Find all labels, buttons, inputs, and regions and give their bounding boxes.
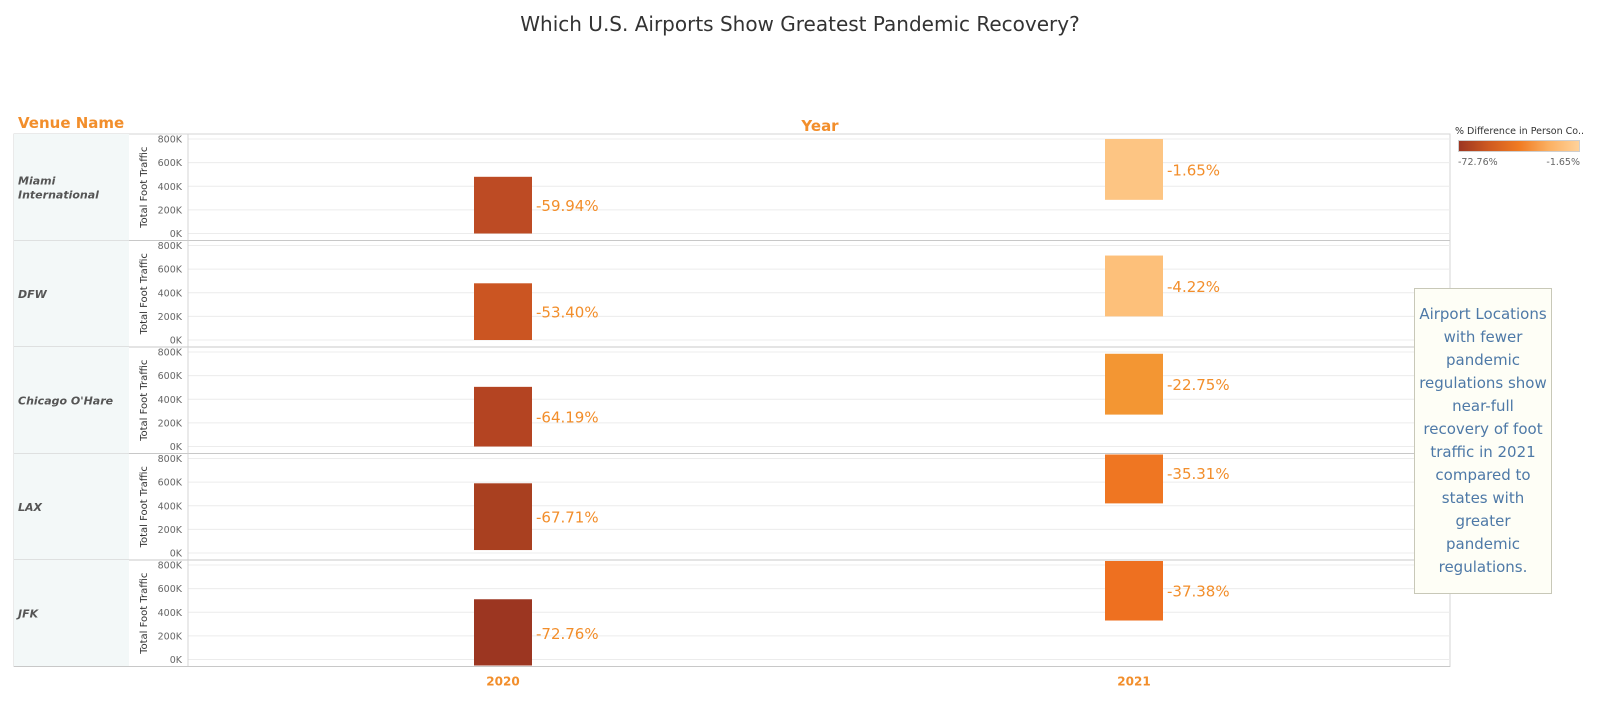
annotation-line: traffic in 2021 [1430,443,1536,461]
venue-cell [14,134,129,241]
bar-label: -4.22% [1167,278,1220,296]
row-lax: LAX Total Foot Traffic 0K 200K 400K 600K 800K -… [14,453,1450,561]
y-tick-label: 200K [158,525,183,536]
venue-name: LAX [18,501,43,514]
y-tick-label: 400K [158,608,183,619]
bar-label: -64.19% [536,409,599,427]
y-tick-label: 800K [158,454,183,465]
bar-label: -72.76% [536,625,599,643]
annotation-line: regulations show [1419,374,1547,392]
bars [474,255,1163,340]
bar-label: -59.94% [536,197,599,215]
y-tick-label: 600K [158,265,183,276]
venue-name: International [18,188,99,201]
y-tick-label: 0K [170,229,183,240]
annotation-box: Airport Locations with fewer pandemic regul… [1414,288,1552,594]
y-tick-label: 600K [158,371,183,382]
bar-label: -35.31% [1167,465,1230,483]
row-dfw: DFW Total Foot Traffic 0K 200K 400K 600K 800K -… [14,240,1450,348]
y-tick-label: 200K [158,418,183,429]
y-tick-label: 800K [158,561,183,572]
bar-2020 [474,176,532,234]
x-tick-label: 2021 [1117,675,1150,689]
annotation-line: near-full [1452,397,1514,415]
y-tick-label: 0K [170,336,183,347]
bar-label: -1.65% [1167,161,1220,179]
y-tick-label: 400K [158,288,183,299]
y-tick-label: 200K [158,205,183,216]
y-tick-label: 600K [158,478,183,489]
y-tick-label: 800K [158,135,183,146]
bar-label: -67.71% [536,509,599,527]
bar-2021 [1105,454,1163,504]
y-tick-label: 400K [158,182,183,193]
year-header: Year [801,117,839,135]
bar-2020 [474,599,532,666]
y-axis-label: Total Foot Traffic [139,573,150,655]
bar-label: -37.38% [1167,582,1230,600]
bars [474,139,1163,234]
legend-min-label: -72.76% [1458,157,1498,168]
bar-2021 [1105,255,1163,317]
venue-name-header: Venue Name [18,114,125,132]
venue-name: DFW [18,288,48,301]
bar-label: -53.40% [536,304,599,322]
annotation-line: regulations. [1438,558,1528,576]
venue-cell [14,240,129,347]
y-tick-label: 400K [158,501,183,512]
y-axis-label: Total Foot Traffic [139,147,150,229]
y-tick-label: 600K [158,584,183,595]
bar-label: -22.75% [1167,376,1230,394]
venue-cell [14,347,129,454]
y-tick-label: 200K [158,312,183,323]
venue-name: Chicago O'Hare [18,394,114,407]
y-tick-label: 200K [158,631,183,642]
y-tick-label: 0K [170,442,183,453]
y-tick-label: 0K [170,655,183,666]
row-chicago-o-hare: Chicago O'Hare Total Foot Traffic 0K 200K 40… [14,347,1450,454]
y-tick-label: 600K [158,158,183,169]
y-tick-label: 0K [170,549,183,560]
bars [474,353,1163,447]
legend-max-label: -1.65% [1546,157,1580,168]
y-tick-label: 400K [158,395,183,406]
venue-cell [14,560,129,667]
bar-2020 [474,483,532,551]
bar-2021 [1105,561,1163,621]
legend-color-ramp [1458,140,1580,152]
bar-2021 [1105,353,1163,415]
annotation-text: Airport Locations with fewer pandemic regul… [1417,303,1549,579]
bar-2020 [474,386,532,447]
y-tick-label: 800K [158,348,183,359]
y-axis-label: Total Foot Traffic [139,360,150,442]
chart-frame [13,133,1451,667]
bars [474,561,1163,666]
bars [474,454,1163,551]
y-axis-label: Total Foot Traffic [139,466,150,548]
y-axis-label: Total Foot Traffic [139,253,150,335]
x-tick-label: 2020 [486,675,519,689]
annotation-line: compared to [1435,466,1531,484]
annotation-line: greater pandemic [1446,512,1520,553]
venue-name: Miami [18,174,56,187]
annotation-line: pandemic [1446,351,1520,369]
annotation-line: Airport Locations [1419,305,1547,323]
bar-2021 [1105,139,1163,200]
y-tick-label: 800K [158,241,183,252]
venue-name: JFK [16,607,40,620]
annotation-line: recovery of foot [1423,420,1543,438]
annotation-line: with fewer [1443,328,1523,346]
chart-title: Which U.S. Airports Show Greatest Pandem… [520,12,1080,36]
annotation-line: states with [1441,489,1525,507]
bar-2020 [474,283,532,340]
venue-cell [14,453,129,560]
row-jfk: JFK Total Foot Traffic 0K 200K 400K 600K 800K -… [14,560,1450,667]
